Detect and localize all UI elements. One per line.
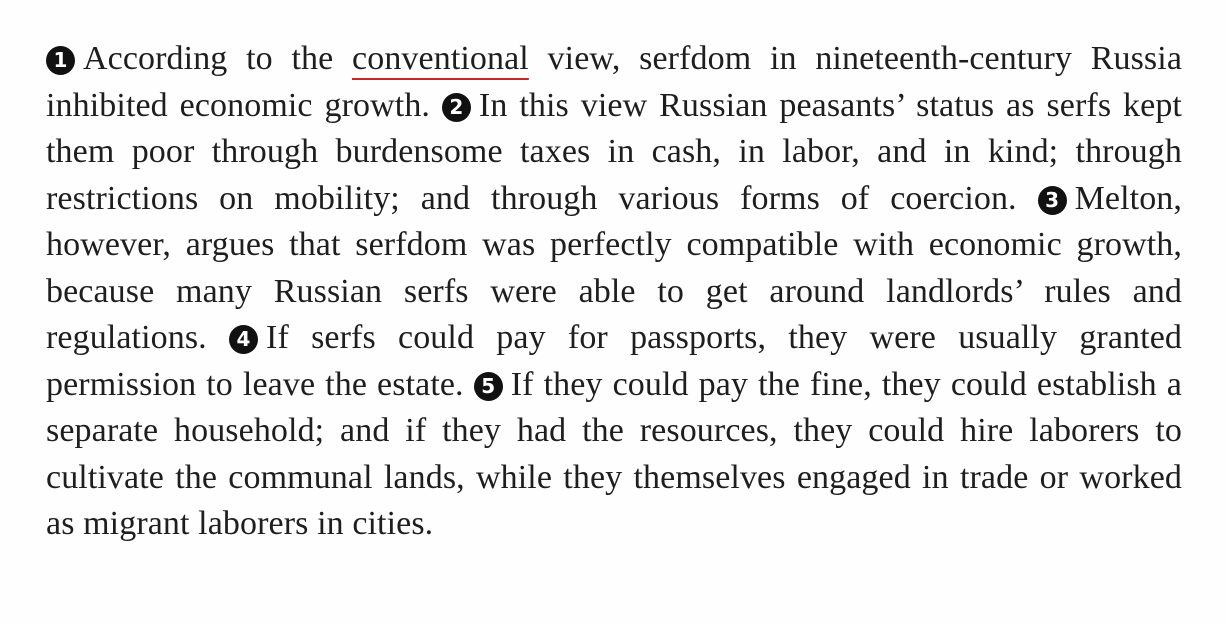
sentence-5: 5 If they could pay the fine, they could …	[46, 366, 1182, 543]
sentence-1: 1 According to the conventional view, ser…	[46, 40, 1182, 124]
sentence-3: 3 Melton, however, argues that serfdom wa…	[46, 180, 1182, 357]
passage-paragraph: 1 According to the conventional view, ser…	[46, 36, 1182, 548]
sentence-1-text-after: view, serfdom in nineteenth-century Russ…	[46, 40, 1183, 124]
sentence-3-text: Melton, however, argues that serfdom was…	[46, 179, 1182, 357]
sentence-4: 4 If serfs could pay for passports, they …	[46, 319, 1182, 403]
sentence-number-badge-2: 2	[441, 92, 471, 122]
sentence-1-text-before: According to the	[83, 40, 353, 77]
sentence-2: 2 In this view Russian peasants’ status a…	[46, 87, 1182, 217]
sentence-5-text: If they could pay the fine, they could e…	[46, 365, 1183, 543]
highlighted-word-conventional: conventional	[352, 40, 529, 77]
sentence-number-badge-3: 3	[1037, 185, 1067, 215]
sentence-4-text: If serfs could pay for passports, they w…	[46, 319, 1182, 403]
sentence-number-badge-1: 1	[46, 46, 75, 75]
sentence-2-text: In this view Russian peasants’ status as…	[46, 86, 1182, 217]
sentence-number-badge-5: 5	[473, 371, 503, 401]
sentence-number-badge-4: 4	[229, 325, 259, 354]
